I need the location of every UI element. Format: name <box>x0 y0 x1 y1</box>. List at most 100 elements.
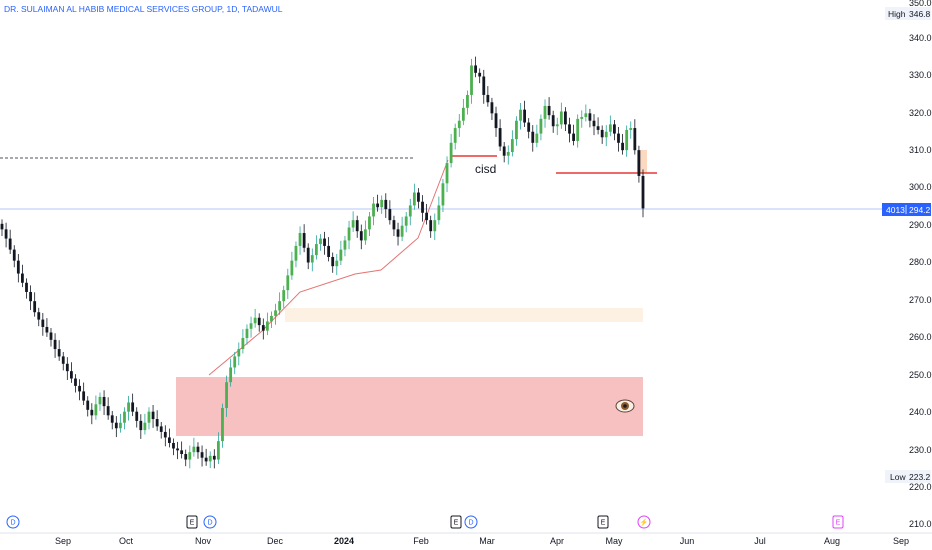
candle <box>306 243 310 270</box>
candle <box>233 351 237 375</box>
candle <box>274 303 277 325</box>
candle <box>441 178 445 213</box>
event-marker[interactable]: E <box>186 515 198 529</box>
event-symbol: D <box>468 520 473 527</box>
candle <box>192 437 196 457</box>
candle <box>474 56 478 78</box>
event-marker[interactable]: E <box>832 515 844 529</box>
candle <box>139 414 143 439</box>
x-axis: Sep Oct Nov Dec 2024 Feb Mar Apr May Jun Jul Aug Sep <box>55 536 909 546</box>
candle <box>359 224 363 250</box>
candle <box>57 340 61 361</box>
candle <box>4 222 8 248</box>
candle <box>0 219 4 236</box>
candle <box>625 125 629 157</box>
high-label-box: High 346.8 <box>885 7 931 20</box>
candle <box>449 133 453 168</box>
last-volume: 4013 <box>886 205 905 215</box>
candle <box>257 313 261 332</box>
candle <box>502 142 506 163</box>
candle <box>519 103 522 130</box>
x-tick-label: Jul <box>754 536 766 546</box>
event-symbol: E <box>836 520 841 527</box>
candle <box>523 100 526 127</box>
y-tick-label: 240.0 <box>909 407 932 417</box>
y-tick-label: 300.0 <box>909 182 932 192</box>
candle <box>527 118 531 139</box>
y-tick-label: 230.0 <box>909 445 932 455</box>
x-tick-label: Dec <box>267 536 284 546</box>
event-symbol: ⚡ <box>640 518 649 527</box>
low-label: Low <box>890 472 906 482</box>
candle <box>110 410 114 430</box>
candle <box>184 449 188 467</box>
event-marker[interactable]: E <box>450 515 462 529</box>
candle <box>388 200 392 225</box>
candle <box>323 231 326 255</box>
candle <box>151 405 155 428</box>
candle <box>37 307 41 327</box>
candle <box>396 222 400 246</box>
candle <box>461 98 465 126</box>
x-tick-label: Jun <box>680 536 695 546</box>
candle <box>531 125 535 152</box>
candle <box>547 97 551 120</box>
candle <box>261 318 265 340</box>
candle <box>351 211 355 232</box>
candle <box>433 213 437 241</box>
candle <box>155 410 159 431</box>
candle <box>188 445 192 469</box>
candle <box>445 156 449 193</box>
event-marker[interactable]: ⚡ <box>637 515 651 529</box>
candle <box>237 342 241 366</box>
candle <box>265 312 269 336</box>
candle <box>412 183 416 210</box>
candle <box>98 392 102 411</box>
y-tick-label: 290.0 <box>909 220 932 230</box>
events-row[interactable]: D E D E D E ⚡ E <box>6 515 844 529</box>
candle <box>490 97 494 120</box>
candle <box>123 407 126 430</box>
candle <box>90 403 94 425</box>
candle <box>253 308 257 328</box>
candle <box>8 229 12 255</box>
y-tick-label: 220.0 <box>909 482 932 492</box>
x-tick-label: Sep <box>55 536 71 546</box>
high-label: High <box>888 9 906 19</box>
candle <box>61 351 65 371</box>
event-marker[interactable]: D <box>6 515 20 529</box>
candle <box>225 375 228 417</box>
candle <box>86 396 90 417</box>
last-price: 294.2 <box>909 205 931 215</box>
candle <box>16 254 20 283</box>
candle <box>617 126 620 152</box>
candle <box>102 390 106 415</box>
event-marker[interactable]: D <box>203 515 217 529</box>
x-tick-label: Feb <box>413 536 429 546</box>
low-label-box: Low 223.2 <box>885 470 931 483</box>
candle <box>568 117 571 143</box>
candle <box>127 395 130 421</box>
candle <box>368 212 371 236</box>
chart-title: DR. SULAIMAN AL HABIB MEDICAL SERVICES G… <box>4 4 283 14</box>
candle <box>241 329 245 354</box>
candle <box>78 379 81 401</box>
candle <box>302 224 306 253</box>
x-tick-label: May <box>605 536 623 546</box>
candle <box>580 110 584 128</box>
event-marker[interactable]: D <box>464 515 478 529</box>
candle <box>515 116 518 146</box>
event-symbol: D <box>207 520 212 527</box>
candle <box>429 215 433 238</box>
event-marker[interactable]: E <box>597 515 609 529</box>
candle <box>319 234 322 251</box>
candle <box>282 285 286 308</box>
candle <box>629 121 633 139</box>
candle <box>608 115 612 137</box>
high-value: 346.8 <box>909 9 931 19</box>
candle <box>494 106 498 137</box>
supply-zone-small <box>637 150 647 173</box>
candle <box>376 194 380 212</box>
candle <box>555 117 559 136</box>
